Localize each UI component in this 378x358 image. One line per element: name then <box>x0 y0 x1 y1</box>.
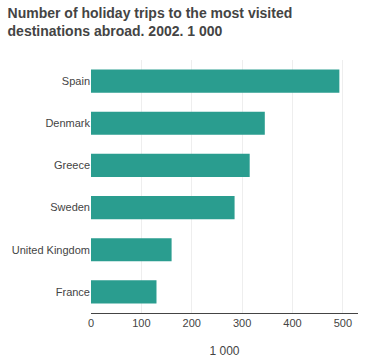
svg-text:France: France <box>56 286 90 298</box>
svg-text:300: 300 <box>233 317 251 329</box>
svg-text:0: 0 <box>88 317 94 329</box>
svg-text:Number of holiday trips to the: Number of holiday trips to the most visi… <box>8 5 293 39</box>
svg-text:Sweden: Sweden <box>50 201 90 213</box>
svg-text:200: 200 <box>183 317 201 329</box>
svg-text:500: 500 <box>334 317 352 329</box>
svg-text:United Kingdom: United Kingdom <box>12 244 90 256</box>
svg-text:1 000: 1 000 <box>209 344 239 358</box>
svg-text:400: 400 <box>283 317 301 329</box>
svg-text:Greece: Greece <box>54 159 90 171</box>
svg-text:Denmark: Denmark <box>45 117 90 129</box>
svg-text:Spain: Spain <box>62 75 90 87</box>
svg-text:100: 100 <box>132 317 150 329</box>
